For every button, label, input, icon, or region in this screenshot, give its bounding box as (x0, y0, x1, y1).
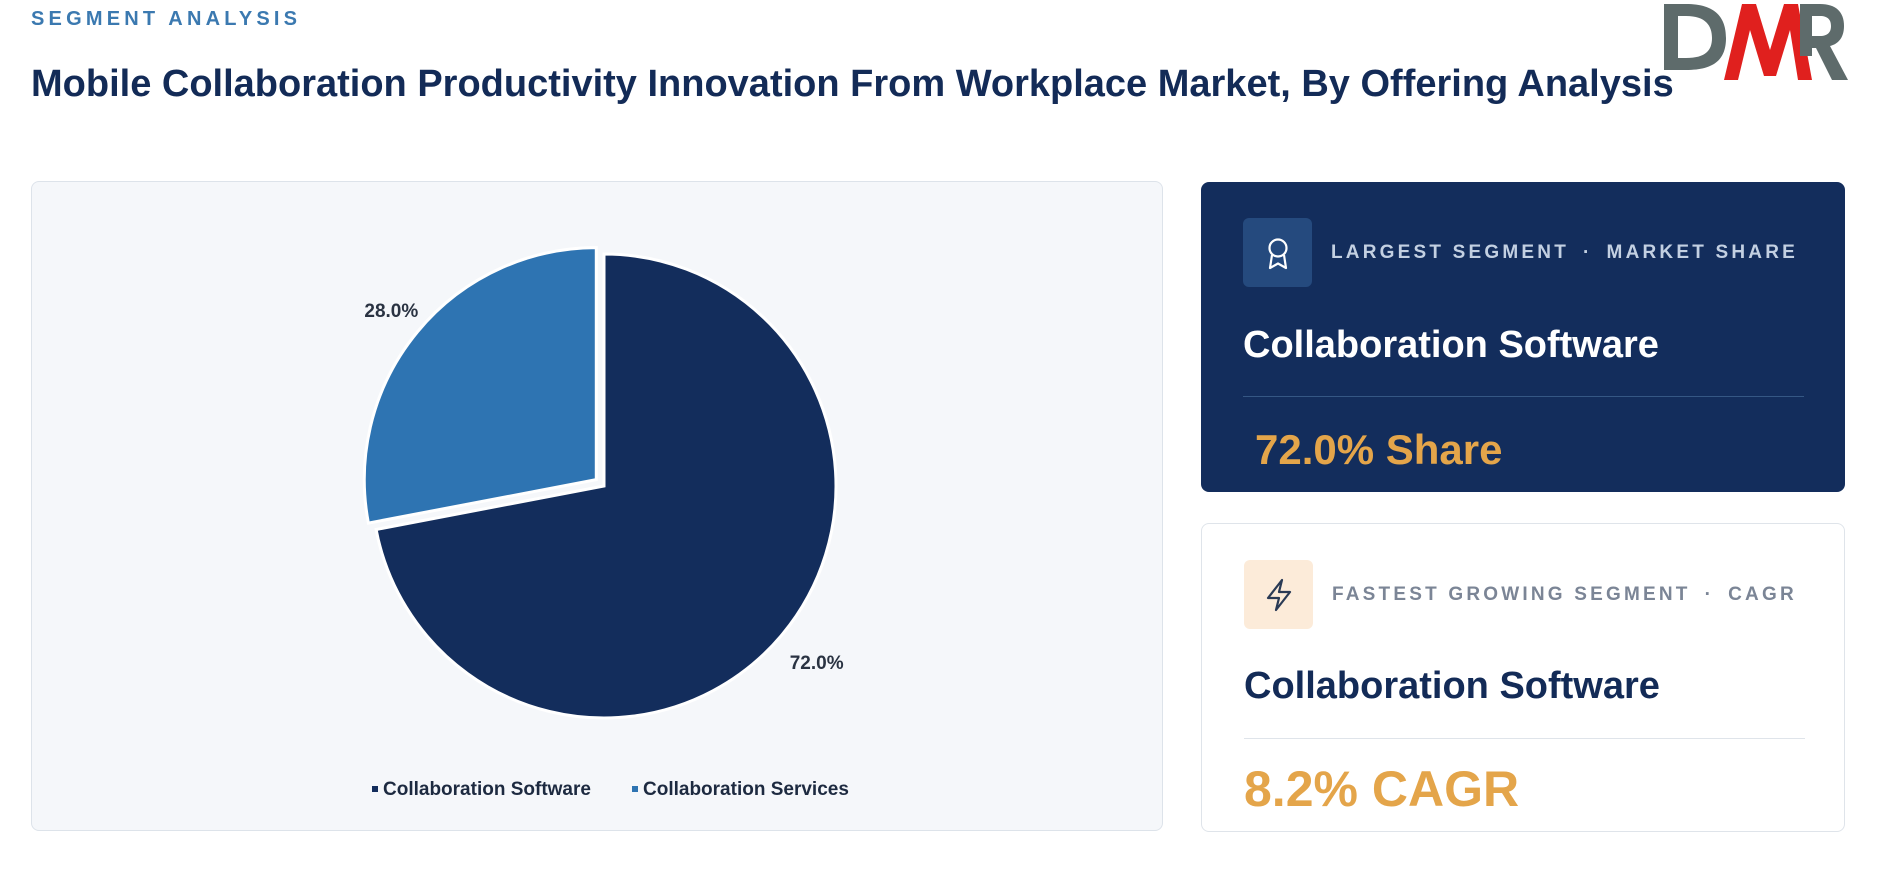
fastest-growing-label: FASTEST GROWING SEGMENT · CAGR (1332, 584, 1797, 605)
pie-slice-collaboration-software (374, 252, 838, 720)
logo-letter-d (1664, 4, 1726, 70)
divider (1244, 738, 1805, 739)
fastest-segment-name: Collaboration Software (1244, 665, 1660, 707)
market-share-value: 72.0% Share (1255, 426, 1503, 473)
largest-segment-card: LARGEST SEGMENT · MARKET SHARE Collaborati… (1201, 182, 1845, 492)
logo-letter-r (1800, 4, 1848, 80)
lightning-bolt-icon (1244, 560, 1313, 629)
divider (1243, 396, 1804, 397)
award-ribbon-icon (1243, 218, 1312, 287)
pie-chart-card: 72.0% 28.0% Collaboration Software Collabor… (31, 181, 1163, 831)
largest-segment-name: Collaboration Software (1243, 324, 1659, 366)
legend-item-label: Collaboration Software (383, 779, 591, 800)
page-title: Mobile Collaboration Productivity Innova… (31, 63, 1674, 105)
fastest-growing-card: FASTEST GROWING SEGMENT · CAGR Collaborati… (1201, 523, 1845, 832)
cagr-value: 8.2% CAGR (1244, 761, 1520, 817)
pie-chart: 72.0% 28.0% Collaboration Software Collabor… (362, 246, 849, 800)
section-eyebrow: SEGMENT ANALYSIS (31, 8, 302, 30)
data-label-collaboration-services: 28.0% (364, 301, 418, 322)
largest-segment-label: LARGEST SEGMENT · MARKET SHARE (1331, 242, 1799, 263)
data-label-collaboration-software: 72.0% (790, 653, 844, 674)
legend-item-label: Collaboration Services (643, 779, 849, 800)
logo-letter-m (1724, 4, 1812, 80)
pie-slice-collaboration-services (362, 246, 598, 525)
dmr-logo (1664, 4, 1848, 80)
legend-swatch (632, 786, 638, 792)
legend-swatch (372, 786, 378, 792)
